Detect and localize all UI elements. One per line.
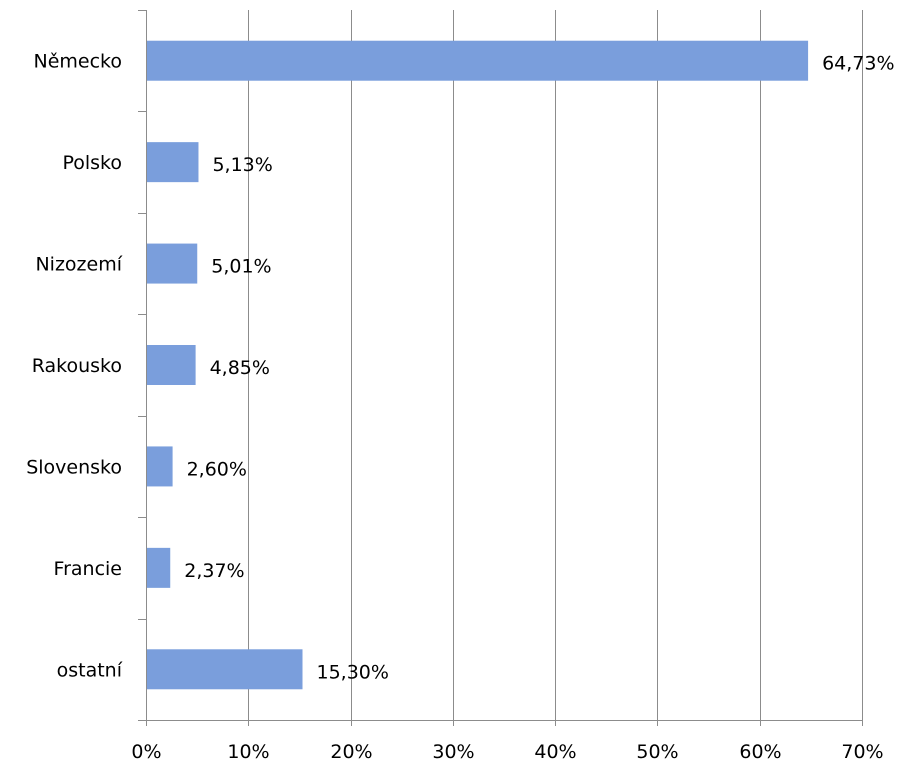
- bar-Slovensko: [146, 446, 173, 487]
- data-label: 5,01%: [211, 256, 271, 278]
- category-label: Rakousko: [32, 355, 122, 377]
- data-label: 64,73%: [822, 53, 894, 75]
- x-tick-label: 40%: [534, 741, 576, 763]
- category-label: Nizozemí: [35, 254, 122, 276]
- bar-Nizozemí: [146, 243, 198, 284]
- category-label: Německo: [34, 51, 123, 73]
- x-tick-label: 30%: [432, 741, 474, 763]
- data-label: 2,60%: [187, 458, 247, 480]
- bar-Francie: [146, 547, 171, 588]
- x-tick-label: 70%: [841, 741, 883, 763]
- x-tick-label: 20%: [330, 741, 372, 763]
- category-label: ostatní: [57, 659, 123, 681]
- data-label: 2,37%: [184, 560, 244, 582]
- bar-Rakousko: [146, 345, 196, 385]
- x-tick-label: 0%: [131, 741, 161, 763]
- x-tick-label: 60%: [739, 741, 781, 763]
- category-label: Polsko: [62, 152, 122, 174]
- data-label: 5,13%: [212, 154, 272, 176]
- grid-lines: [248, 10, 863, 720]
- bar-Polsko: [146, 142, 199, 183]
- data-label: 4,85%: [210, 357, 270, 379]
- category-label: Francie: [54, 558, 122, 580]
- x-tick-label: 50%: [636, 741, 678, 763]
- labels: 0% 10% 20% 30% 40% 50% 60% 70% Německo 64,73% Pols…: [26, 51, 894, 763]
- bars: [146, 40, 809, 690]
- x-tick-label: 10%: [227, 741, 269, 763]
- bar-ostatní: [146, 649, 303, 690]
- bar-Německo: [146, 40, 809, 81]
- axes: [138, 10, 863, 726]
- category-label: Slovensko: [26, 456, 122, 478]
- data-label: 15,30%: [316, 661, 388, 683]
